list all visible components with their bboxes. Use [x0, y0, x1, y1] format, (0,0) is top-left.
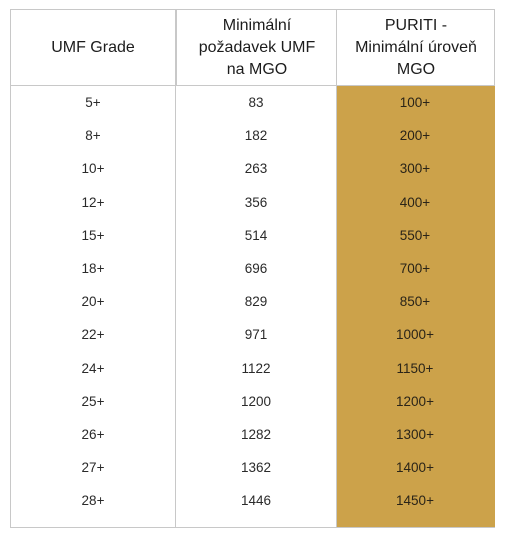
- cell-umf-grade: 8+: [85, 128, 101, 144]
- cell-umf-grade: 27+: [81, 460, 105, 476]
- cell-umf-min-mgo: 514: [244, 227, 268, 243]
- cell-puriti-min-mgo: 1150+: [396, 360, 434, 376]
- cell-umf-grade: 12+: [81, 194, 105, 210]
- table-row: 26+ 1282 1300+: [11, 418, 494, 451]
- cell-umf-grade: 24+: [81, 360, 105, 376]
- table-row: 25+ 1200 1200+: [11, 385, 494, 418]
- table-row: 20+ 829 850+: [11, 285, 494, 318]
- cell-umf-min-mgo: 1362: [240, 460, 272, 476]
- cell-umf-min-mgo: 356: [244, 194, 268, 210]
- cell-puriti-min-mgo: 400+: [399, 194, 431, 210]
- table-row: 27+ 1362 1400+: [11, 451, 494, 484]
- cell-umf-min-mgo: 696: [244, 261, 268, 277]
- table-row: 5+ 83 100+: [11, 86, 494, 119]
- cell-umf-min-mgo: 263: [244, 161, 268, 177]
- table-row: 18+ 696 700+: [11, 252, 494, 285]
- cell-puriti-min-mgo: 700+: [399, 261, 431, 277]
- table-row: 24+ 1122 1150+: [11, 352, 494, 385]
- cell-umf-grade: 5+: [85, 95, 101, 111]
- cell-umf-min-mgo: 971: [244, 327, 268, 343]
- table-row: 28+ 1446 1450+: [11, 484, 494, 517]
- cell-umf-min-mgo: 1446: [240, 493, 272, 509]
- cell-umf-min-mgo: 1122: [241, 360, 271, 376]
- cell-umf-min-mgo: 182: [244, 128, 268, 144]
- cell-umf-min-mgo: 83: [248, 95, 264, 111]
- column-umf-min-mgo: [175, 10, 336, 527]
- column-puriti-min-mgo: [336, 10, 495, 527]
- cell-umf-grade: 28+: [81, 493, 105, 509]
- cell-puriti-min-mgo: 1200+: [396, 393, 434, 409]
- table-row: 12+ 356 400+: [11, 186, 494, 219]
- header-puriti-min-mgo: PURITI - Minimální úroveň MGO: [336, 10, 495, 85]
- cell-umf-grade: 10+: [81, 161, 105, 177]
- cell-umf-grade: 18+: [81, 261, 105, 277]
- cell-puriti-min-mgo: 200+: [399, 128, 431, 144]
- table-header: UMF Grade Minimální požadavek UMF na MGO…: [11, 10, 494, 86]
- cell-umf-min-mgo: 1282: [240, 426, 272, 442]
- cell-umf-min-mgo: 829: [244, 294, 268, 310]
- cell-umf-grade: 15+: [81, 227, 105, 243]
- header-umf-min-mgo: Minimální požadavek UMF na MGO: [176, 10, 337, 85]
- cell-umf-grade: 20+: [81, 294, 105, 310]
- cell-puriti-min-mgo: 300+: [399, 161, 431, 177]
- cell-puriti-min-mgo: 1450+: [396, 493, 434, 509]
- table-body: 5+ 83 100+ 8+ 182 200+ 10+ 263 300+ 12+ …: [11, 86, 494, 517]
- cell-puriti-min-mgo: 1000+: [396, 327, 434, 343]
- header-umf-grade: UMF Grade: [51, 38, 135, 56]
- umf-mgo-table: UMF Grade Minimální požadavek UMF na MGO…: [10, 9, 495, 528]
- cell-puriti-min-mgo: 1300+: [396, 426, 434, 442]
- cell-puriti-min-mgo: 850+: [399, 294, 431, 310]
- cell-umf-grade: 22+: [81, 327, 105, 343]
- table-row: 15+ 514 550+: [11, 219, 494, 252]
- cell-puriti-min-mgo: 100+: [399, 95, 431, 111]
- cell-umf-grade: 25+: [81, 393, 105, 409]
- cell-puriti-min-mgo: 550+: [399, 227, 431, 243]
- cell-umf-min-mgo: 1200: [240, 393, 272, 409]
- puriti-highlight-column: [336, 86, 495, 527]
- cell-puriti-min-mgo: 1400+: [396, 460, 434, 476]
- table-row: 8+ 182 200+: [11, 119, 494, 152]
- cell-umf-grade: 26+: [81, 426, 105, 442]
- table-row: 10+ 263 300+: [11, 152, 494, 185]
- table-row: 22+ 971 1000+: [11, 318, 494, 351]
